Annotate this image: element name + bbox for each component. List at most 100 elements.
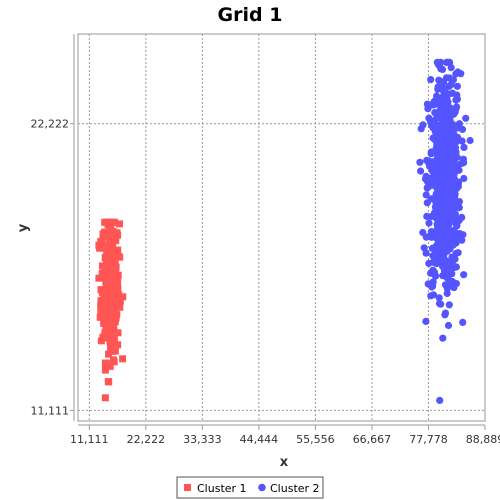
data-point-cluster-2 — [436, 257, 444, 265]
data-point-cluster-2 — [435, 61, 443, 69]
data-point-cluster-1 — [106, 282, 114, 290]
data-point-cluster-2 — [443, 241, 451, 249]
data-point-cluster-2 — [433, 226, 441, 234]
data-point-cluster-2 — [423, 100, 431, 108]
data-point-cluster-2 — [435, 294, 443, 302]
data-point-cluster-2 — [447, 64, 455, 72]
data-point-cluster-2 — [439, 334, 447, 342]
legend-label-cluster-1: Cluster 1 — [197, 482, 247, 495]
data-point-cluster-2 — [458, 125, 467, 133]
data-point-cluster-2 — [435, 155, 443, 163]
data-point-cluster-1 — [103, 255, 111, 263]
data-point-cluster-1 — [104, 318, 112, 326]
data-point-cluster-2 — [442, 161, 450, 169]
data-point-cluster-2 — [417, 167, 425, 175]
data-point-cluster-2 — [439, 204, 447, 213]
data-point-cluster-2 — [428, 283, 436, 291]
data-point-cluster-1 — [106, 236, 114, 244]
data-point-cluster-2 — [448, 131, 456, 140]
data-point-cluster-1 — [110, 268, 118, 276]
data-point-cluster-2 — [458, 236, 466, 244]
legend-box — [176, 476, 324, 499]
data-point-cluster-2 — [460, 271, 468, 279]
data-point-cluster-1 — [114, 329, 122, 337]
data-point-cluster-1 — [109, 227, 117, 235]
data-point-cluster-2 — [451, 108, 459, 116]
data-point-cluster-1 — [101, 366, 109, 374]
data-point-cluster-2 — [459, 318, 467, 326]
data-point-cluster-2 — [416, 158, 424, 166]
data-point-cluster-2 — [435, 189, 443, 197]
data-point-cluster-1 — [103, 241, 111, 249]
data-point-cluster-2 — [429, 258, 437, 266]
data-point-cluster-2 — [443, 273, 451, 281]
data-point-cluster-2 — [441, 281, 449, 289]
data-point-cluster-2 — [444, 152, 452, 160]
data-point-cluster-1 — [95, 274, 103, 282]
data-point-cluster-1 — [116, 303, 124, 311]
y-tick-label: 11,111 — [31, 404, 70, 417]
data-point-cluster-1 — [100, 287, 107, 295]
data-point-cluster-2 — [425, 114, 433, 122]
data-point-cluster-2 — [436, 396, 444, 404]
data-point-cluster-2 — [439, 262, 447, 270]
data-point-cluster-2 — [445, 301, 453, 309]
data-point-cluster-2 — [444, 321, 453, 330]
data-point-cluster-1 — [99, 262, 106, 270]
data-point-cluster-2 — [441, 97, 449, 105]
x-tick-label: 88,889 — [466, 433, 500, 446]
data-point-cluster-2 — [429, 291, 438, 299]
x-axis-label: x — [280, 455, 289, 470]
data-point-cluster-1 — [107, 265, 114, 273]
data-point-cluster-1 — [110, 218, 118, 226]
data-point-cluster-2 — [430, 121, 438, 129]
data-point-cluster-1 — [116, 220, 123, 228]
data-point-cluster-2 — [422, 249, 430, 257]
data-point-cluster-2 — [433, 95, 441, 103]
data-point-cluster-1 — [109, 347, 117, 355]
data-point-cluster-2 — [439, 126, 447, 134]
data-point-cluster-1 — [109, 242, 117, 250]
data-point-cluster-2 — [447, 81, 455, 89]
data-point-cluster-2 — [435, 299, 444, 308]
data-point-cluster-1 — [114, 278, 122, 286]
data-point-cluster-2 — [452, 280, 460, 288]
data-point-cluster-2 — [437, 145, 445, 153]
data-point-cluster-1 — [110, 237, 118, 245]
data-point-cluster-1 — [107, 273, 115, 281]
data-point-cluster-1 — [110, 336, 118, 344]
data-point-cluster-1 — [119, 355, 127, 363]
data-point-cluster-1 — [110, 258, 118, 266]
data-point-cluster-2 — [458, 137, 466, 145]
data-point-cluster-1 — [107, 307, 115, 315]
data-point-cluster-1 — [98, 237, 106, 245]
data-point-cluster-2 — [423, 199, 431, 207]
data-point-cluster-1 — [114, 272, 122, 280]
data-point-cluster-2 — [443, 289, 451, 298]
data-point-cluster-2 — [453, 82, 461, 90]
data-point-cluster-2 — [447, 267, 455, 275]
data-point-cluster-1 — [101, 394, 109, 402]
data-point-cluster-2 — [444, 235, 452, 243]
data-point-cluster-1 — [104, 334, 112, 342]
data-point-cluster-1 — [99, 333, 107, 341]
data-point-cluster-2 — [466, 136, 474, 145]
data-point-cluster-2 — [460, 159, 468, 167]
data-point-cluster-1 — [105, 350, 112, 358]
data-point-cluster-1 — [97, 309, 105, 317]
legend-label-cluster-2: Cluster 2 — [270, 482, 320, 495]
data-point-cluster-2 — [443, 117, 451, 125]
x-tick-label: 44,444 — [240, 433, 279, 446]
data-point-cluster-1 — [108, 252, 116, 260]
data-point-cluster-1 — [119, 293, 127, 301]
data-point-cluster-1 — [102, 233, 110, 241]
x-tick-label: 11,111 — [70, 433, 109, 446]
cluster-1-points — [95, 218, 127, 402]
data-point-cluster-2 — [460, 174, 468, 183]
x-tick-label: 55,556 — [296, 433, 335, 446]
data-point-cluster-2 — [425, 219, 433, 227]
data-point-cluster-2 — [454, 249, 462, 257]
data-point-cluster-2 — [445, 126, 453, 134]
data-point-cluster-2 — [419, 121, 427, 129]
y-axis-label: y — [16, 223, 31, 232]
